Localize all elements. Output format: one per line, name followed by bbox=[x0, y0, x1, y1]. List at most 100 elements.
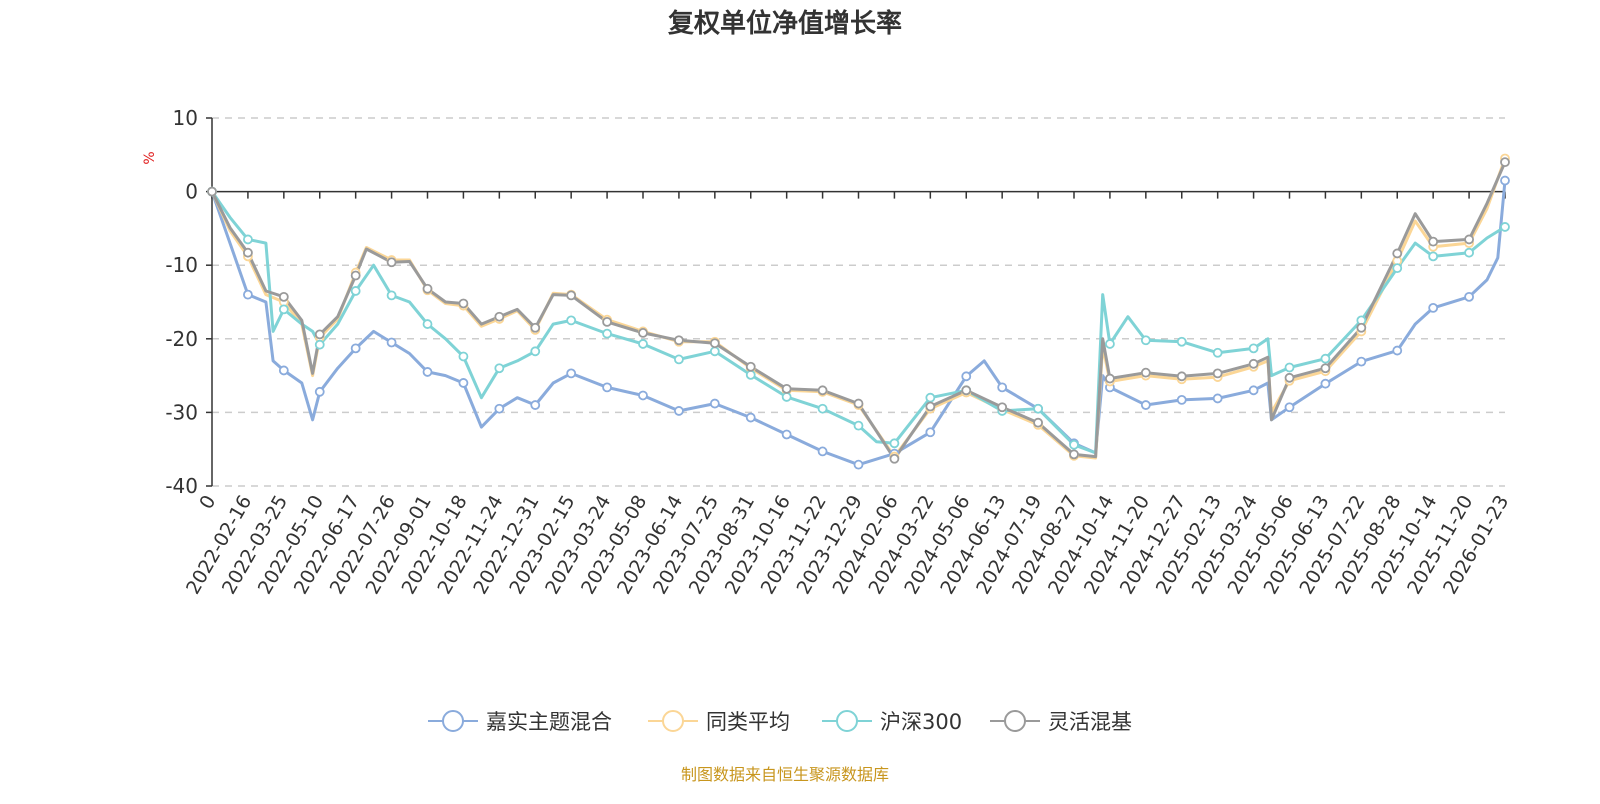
data-point-marker bbox=[458, 351, 469, 362]
data-point-marker bbox=[817, 446, 828, 457]
data-point-marker bbox=[1284, 372, 1295, 383]
data-point-marker bbox=[1464, 247, 1474, 258]
data-point-marker bbox=[1212, 347, 1223, 358]
data-point-marker bbox=[314, 339, 325, 350]
data-point-marker bbox=[1428, 302, 1439, 313]
y-axis-unit: % bbox=[142, 151, 158, 164]
y-tick-label: 0 bbox=[185, 180, 198, 204]
data-point-marker bbox=[1356, 322, 1367, 333]
data-point-marker bbox=[1176, 336, 1187, 347]
data-point-marker bbox=[458, 298, 469, 309]
data-point-marker bbox=[997, 402, 1008, 413]
data-point-marker bbox=[1033, 417, 1043, 428]
footer-source: 制图数据来自恒生聚源数据库 bbox=[681, 765, 889, 784]
data-point-marker bbox=[243, 234, 253, 245]
data-point-marker bbox=[243, 289, 253, 300]
series-line-1 bbox=[210, 157, 1507, 460]
data-point-marker bbox=[1248, 385, 1259, 396]
legend-item-1[interactable]: 同类平均 bbox=[648, 710, 790, 734]
legend-label: 同类平均 bbox=[706, 710, 790, 734]
data-point-marker bbox=[1212, 368, 1223, 379]
data-point-marker bbox=[1500, 157, 1510, 168]
data-point-marker bbox=[1176, 394, 1187, 405]
data-point-marker bbox=[925, 427, 936, 438]
data-point-marker bbox=[674, 335, 684, 346]
data-point-marker bbox=[314, 386, 325, 397]
data-point-marker bbox=[853, 398, 864, 409]
data-point-marker bbox=[1212, 393, 1223, 404]
data-point-marker bbox=[1500, 175, 1510, 186]
data-point-marker bbox=[278, 365, 289, 376]
data-point-marker bbox=[1284, 402, 1295, 413]
series-line-2 bbox=[210, 190, 1506, 455]
chart-title: 复权单位净值增长率 bbox=[668, 8, 902, 39]
data-point-marker bbox=[781, 392, 792, 402]
y-tick-label: -20 bbox=[165, 327, 198, 351]
data-point-marker bbox=[1105, 373, 1115, 384]
data-point-marker bbox=[781, 429, 792, 440]
data-point-marker bbox=[350, 343, 361, 354]
data-point-marker bbox=[745, 412, 756, 423]
data-point-marker bbox=[745, 369, 756, 380]
data-point-marker bbox=[566, 368, 577, 379]
series-lines bbox=[207, 153, 1510, 470]
legend-label: 灵活混基 bbox=[1048, 710, 1132, 734]
data-point-marker bbox=[314, 329, 325, 340]
y-tick-label: -10 bbox=[165, 253, 198, 277]
data-point-marker bbox=[1069, 449, 1079, 460]
data-point-marker bbox=[817, 385, 828, 396]
data-point-marker bbox=[530, 322, 541, 333]
data-point-marker bbox=[1356, 356, 1367, 367]
data-point-marker bbox=[1176, 371, 1187, 382]
data-point-marker bbox=[243, 247, 253, 258]
data-point-marker bbox=[1464, 234, 1474, 245]
data-point-marker bbox=[925, 392, 936, 403]
data-point-marker bbox=[494, 363, 505, 374]
data-point-marker bbox=[602, 382, 612, 393]
data-point-marker bbox=[386, 290, 397, 301]
y-tick-label: 10 bbox=[173, 106, 198, 130]
legend-item-0[interactable]: 嘉实主题混合 bbox=[428, 710, 612, 734]
data-point-marker bbox=[817, 403, 828, 414]
data-point-marker bbox=[961, 371, 972, 382]
data-point-marker bbox=[1464, 291, 1474, 302]
legend-item-2[interactable]: 沪深300 bbox=[822, 710, 962, 734]
x-axis: 02022-02-162022-03-252022-05-102022-06-1… bbox=[182, 190, 1513, 598]
data-point-marker bbox=[350, 286, 361, 296]
data-point-marker bbox=[530, 400, 541, 410]
legend-label: 嘉实主题混合 bbox=[486, 710, 612, 734]
data-point-marker bbox=[745, 361, 756, 372]
data-point-marker bbox=[602, 328, 612, 339]
legend-item-3[interactable]: 灵活混基 bbox=[990, 710, 1132, 734]
data-point-marker bbox=[889, 453, 900, 464]
data-point-marker bbox=[889, 438, 900, 449]
data-point-marker bbox=[674, 406, 684, 416]
data-point-marker bbox=[494, 403, 505, 414]
data-point-marker bbox=[207, 186, 217, 197]
data-point-marker bbox=[638, 390, 648, 401]
legend: 嘉实主题混合 同类平均 沪深300 灵活混基 bbox=[428, 710, 1132, 734]
data-point-marker bbox=[674, 354, 684, 365]
data-point-marker bbox=[1428, 236, 1439, 247]
y-axis: 10 0 -10 -20 -30 -40 bbox=[165, 106, 213, 498]
data-point-marker bbox=[278, 304, 289, 315]
legend-circle-icon bbox=[836, 710, 858, 732]
data-point-marker bbox=[1320, 378, 1331, 389]
data-point-marker bbox=[1248, 343, 1259, 354]
data-point-marker bbox=[1069, 439, 1079, 450]
data-point-marker bbox=[1392, 345, 1403, 356]
data-point-marker bbox=[1284, 362, 1295, 373]
data-point-marker bbox=[422, 367, 433, 377]
x-tick-label: 0 bbox=[195, 492, 220, 513]
data-point-marker bbox=[350, 270, 361, 281]
data-point-marker bbox=[422, 319, 433, 329]
data-point-marker bbox=[709, 346, 720, 357]
data-point-marker bbox=[1392, 263, 1403, 274]
data-point-marker bbox=[1140, 367, 1151, 378]
data-point-marker bbox=[422, 283, 433, 294]
data-point-marker bbox=[458, 378, 469, 388]
data-point-marker bbox=[638, 339, 648, 349]
data-point-marker bbox=[638, 328, 648, 338]
data-point-marker bbox=[1320, 363, 1331, 374]
